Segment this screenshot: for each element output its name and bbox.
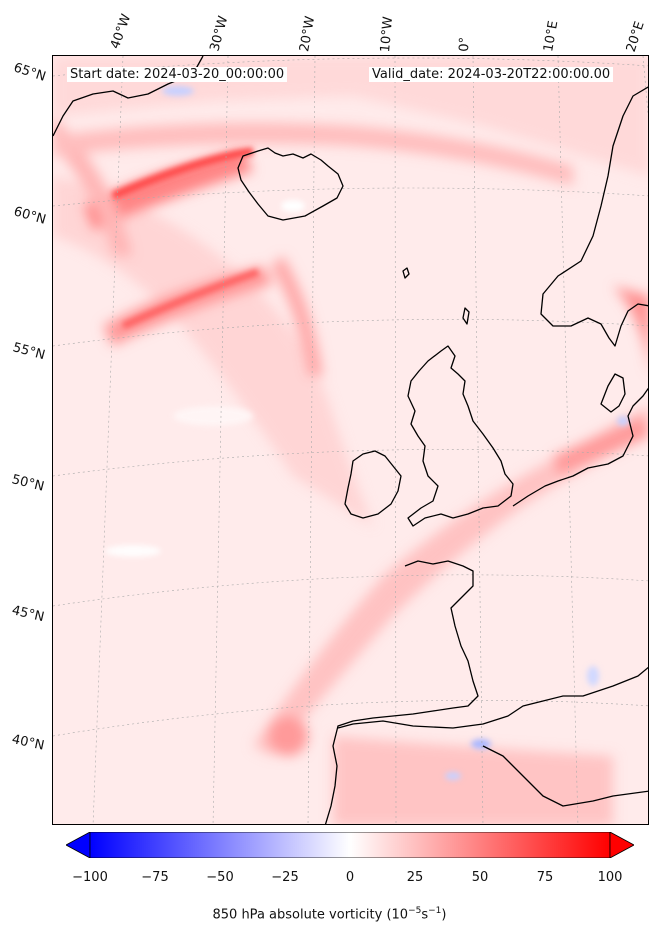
lon-label-10w: 10°W	[378, 15, 397, 53]
colorbar-gradient	[65, 831, 635, 859]
lat-label-55n: 55°N	[11, 340, 47, 364]
colorbar-tick: −100	[72, 870, 108, 885]
colorbar	[65, 831, 635, 859]
lon-label-20w: 20°W	[297, 15, 319, 54]
colorbar-tick: 75	[536, 870, 554, 885]
vorticity-field	[53, 56, 648, 824]
colorbar-tick: 50	[471, 870, 489, 885]
start-date-label: Start date: 2024-03-20_00:00:00	[67, 67, 288, 82]
colorbar-tick: 0	[345, 870, 355, 885]
colorbar-title: 850 hPa absolute vorticity (10−5s−1)	[0, 906, 659, 922]
map-panel: Start date: 2024-03-20_00:00:00 Valid_da…	[52, 55, 649, 825]
lat-label-60n: 60°N	[11, 204, 48, 228]
lon-label-20e: 20°E	[623, 19, 648, 54]
colorbar-tick: −75	[141, 870, 169, 885]
valid-date-label: Valid_date: 2024-03-20T22:00:00.00	[369, 67, 614, 82]
colorbar-title-mid: s	[421, 907, 429, 923]
lon-label-30w: 30°W	[207, 14, 232, 53]
lat-label-45n: 45°N	[10, 603, 46, 626]
colorbar-title-text: 850 hPa absolute vorticity (10	[212, 907, 409, 923]
lon-label-40w: 40°W	[107, 12, 135, 51]
colorbar-tick: −25	[271, 870, 299, 885]
colorbar-tick: −50	[206, 870, 234, 885]
colorbar-title-exp1: −5	[408, 906, 422, 916]
lon-label-10e: 10°E	[541, 19, 562, 54]
lon-label-0: 0°	[457, 36, 473, 52]
colorbar-tick: 100	[597, 870, 623, 885]
colorbar-tick: 25	[406, 870, 424, 885]
lat-label-50n: 50°N	[10, 472, 46, 495]
colorbar-title-exp2: −1	[428, 906, 442, 916]
lat-label-65n: 65°N	[11, 60, 48, 85]
lat-label-40n: 40°N	[10, 732, 46, 754]
colorbar-title-end: )	[441, 907, 447, 923]
